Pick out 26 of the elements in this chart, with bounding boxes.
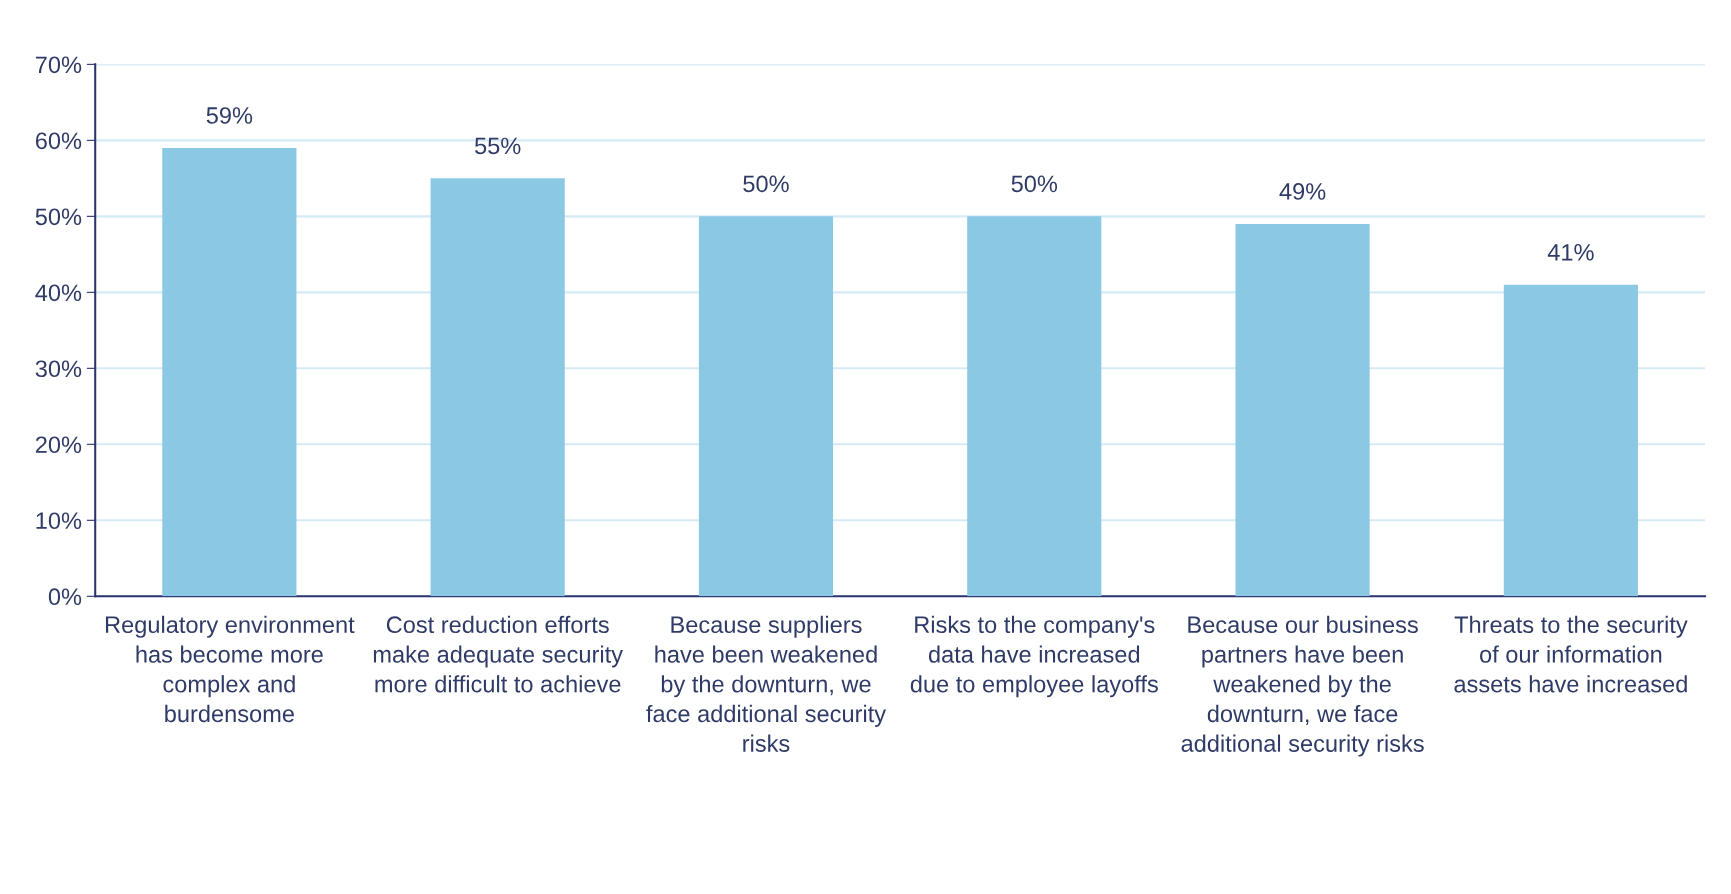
- y-tick-label: 40%: [35, 284, 82, 302]
- x-tick-label: Risks to the company's data have increased due to employee layoffs: [910, 615, 1158, 698]
- bar: [1235, 223, 1370, 597]
- bar: [1503, 284, 1638, 597]
- x-tick-label: Because our business partners have been weakened by the downturn, we face additional security risks: [1181, 615, 1424, 757]
- bar: [162, 147, 297, 597]
- data-label: 50%: [743, 175, 789, 193]
- y-tick-label: 50%: [35, 208, 82, 226]
- x-tick-label: Threats to the security of our information assets have increased: [1454, 615, 1688, 693]
- data-label: 41%: [1547, 244, 1594, 261]
- data-label: 50%: [1011, 175, 1058, 193]
- data-label: 49%: [1279, 183, 1326, 200]
- data-label: 55%: [474, 137, 521, 155]
- y-tick-label: 30%: [35, 360, 82, 378]
- y-tick-label: 0%: [48, 588, 82, 606]
- y-tick-label: 10%: [36, 512, 82, 530]
- bar: [430, 178, 565, 597]
- bar: [967, 216, 1102, 597]
- y-tick-label: 70%: [35, 56, 82, 74]
- y-tick-label: 20%: [35, 436, 82, 454]
- bar: [698, 216, 834, 597]
- x-tick-label: Cost reduction efforts make adequate security more difficult to achieve: [373, 615, 623, 693]
- x-tick-label: Regulatory environment has become more complex and burdensome: [105, 615, 355, 723]
- x-tick-label: Because suppliers have been weakened by the downturn, we face additional security risks: [646, 615, 887, 752]
- y-tick-label: 60%: [35, 132, 82, 150]
- data-label: 59%: [206, 107, 253, 124]
